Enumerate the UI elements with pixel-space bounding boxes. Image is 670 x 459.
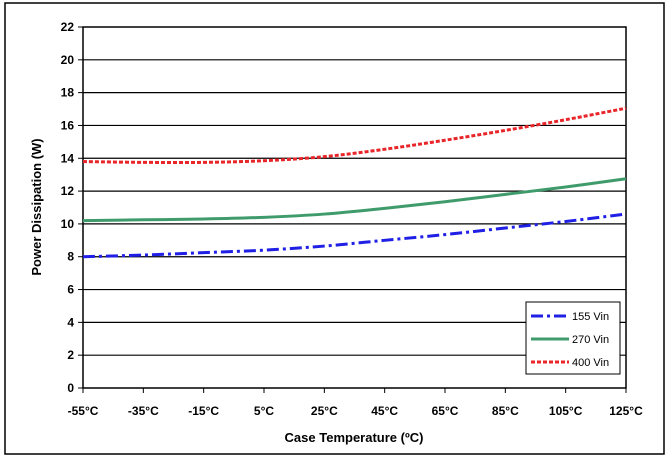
y-tick-label: 10 <box>61 217 75 231</box>
x-tick-label: 5°C <box>254 404 274 418</box>
x-tick-label: -35°C <box>128 404 159 418</box>
grid-lines <box>83 59 626 356</box>
y-tick-label: 20 <box>61 53 75 67</box>
x-tick-label: -55°C <box>68 404 99 418</box>
y-tick-label: 4 <box>67 315 74 329</box>
x-tick-label: 85°C <box>492 404 519 418</box>
series-lines <box>82 106 627 259</box>
x-tick-label: 25°C <box>311 404 338 418</box>
y-axis-ticks: 0 2 4 6 8 10 12 14 16 18 20 22 <box>61 20 83 395</box>
series-line-155-vin <box>82 212 627 259</box>
legend-label: 400 Vin <box>572 357 609 369</box>
x-axis-ticks: -55°C -35°C -15°C 5°C 25°C 45°C 65°C 85°C 105°C 1… <box>68 388 643 418</box>
y-tick-label: 2 <box>67 348 74 362</box>
y-tick-label: 14 <box>61 151 75 165</box>
series-line-270-vin <box>82 177 627 223</box>
x-tick-label: 45°C <box>371 404 398 418</box>
y-tick-label: 12 <box>61 184 75 198</box>
legend-label: 155 Vin <box>572 311 609 323</box>
legend: 155 Vin 270 Vin 400 Vin <box>525 301 621 375</box>
chart-frame <box>4 2 665 455</box>
y-tick-label: 0 <box>67 381 74 395</box>
y-tick-label: 6 <box>67 283 74 297</box>
legend-label: 270 Vin <box>572 334 609 346</box>
x-tick-label: -15°C <box>188 404 219 418</box>
y-tick-label: 22 <box>61 20 75 34</box>
x-tick-label: 125°C <box>609 404 643 418</box>
y-tick-label: 8 <box>67 250 74 264</box>
y-tick-label: 16 <box>61 118 75 132</box>
plot-area <box>82 26 627 389</box>
y-tick-label: 18 <box>61 86 75 100</box>
x-tick-label: 65°C <box>432 404 459 418</box>
y-axis-label: Power Dissipation (W) <box>29 138 44 275</box>
x-tick-label: 105°C <box>549 404 583 418</box>
series-line-400-vin <box>82 106 627 165</box>
x-axis-label: Case Temperature (ºC) <box>285 430 424 445</box>
